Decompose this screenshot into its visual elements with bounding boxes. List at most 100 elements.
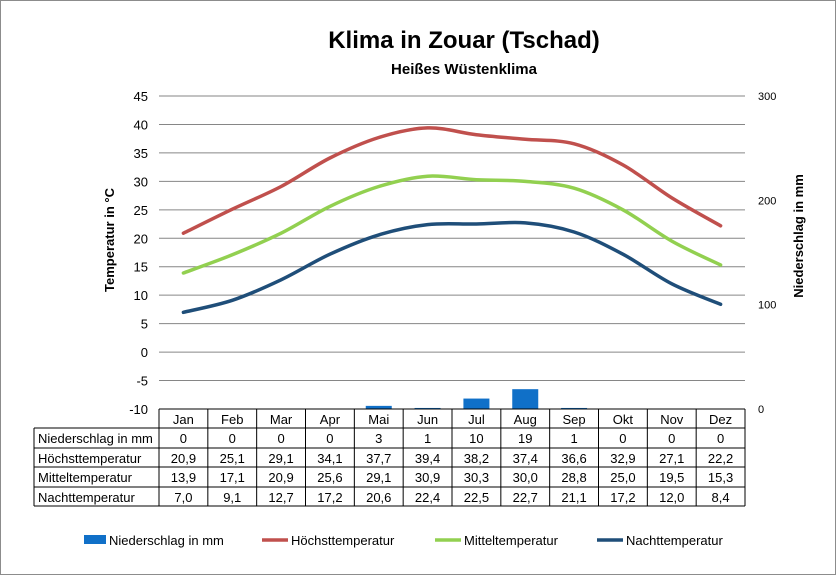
legend: Niederschlag in mm Höchsttemperatur Mittel… [84, 533, 723, 548]
gridlines [159, 95, 745, 382]
data-label: 22,7 [513, 490, 538, 505]
data-label: 12,0 [659, 490, 684, 505]
y-tick-label: 40 [134, 117, 148, 132]
data-label: 39,4 [415, 451, 440, 466]
y2-tick-label: 0 [758, 404, 764, 416]
data-label: 1 [424, 431, 431, 446]
y-tick-label: 25 [134, 203, 148, 218]
data-label: 37,4 [513, 451, 538, 466]
data-label: 36,6 [561, 451, 586, 466]
y-tick-label: 45 [134, 89, 148, 104]
precipitation-bar [561, 407, 588, 409]
table-row-label: Höchsttemperatur [38, 451, 142, 466]
legend-label: Nachttemperatur [626, 533, 723, 548]
data-label: 8,4 [712, 490, 730, 505]
data-label: 34,1 [317, 451, 342, 466]
data-label: 30,9 [415, 470, 440, 485]
right-axis-ticks: 300 200 100 0 [758, 91, 776, 416]
x-tick-label: Apr [320, 412, 341, 427]
data-label: 0 [229, 431, 236, 446]
data-label: 13,9 [171, 470, 196, 485]
y-tick-label: 15 [134, 260, 148, 275]
data-label: 17,2 [317, 490, 342, 505]
legend-label: Mitteltemperatur [464, 533, 559, 548]
y-tick-label: 30 [134, 174, 148, 189]
y-axis-label: Temperatur in °C [102, 187, 117, 292]
x-tick-label: Dez [709, 412, 732, 427]
x-tick-label: Okt [613, 412, 634, 427]
table-row-label: Nachttemperatur [38, 490, 135, 505]
line-nachttemperatur [181, 220, 723, 315]
data-label: 9,1 [223, 490, 241, 505]
x-tick-label: Feb [221, 412, 243, 427]
data-label: 22,5 [464, 490, 489, 505]
y-tick-label: 0 [141, 345, 148, 360]
data-label: 27,1 [659, 451, 684, 466]
data-label: 20,9 [268, 470, 293, 485]
legend-label: Niederschlag in mm [109, 533, 224, 548]
data-label: 32,9 [610, 451, 635, 466]
data-label: 25,0 [610, 470, 635, 485]
data-label: 0 [619, 431, 626, 446]
data-label: 0 [326, 431, 333, 446]
data-label: 20,9 [171, 451, 196, 466]
y2-tick-label: 100 [758, 300, 776, 312]
x-tick-label: Mai [368, 412, 389, 427]
y2-tick-label: 300 [758, 91, 776, 103]
y-tick-label: 35 [134, 146, 148, 161]
table-row-label: Niederschlag in mm [38, 431, 153, 446]
x-tick-label: Jun [417, 412, 438, 427]
data-label: 25,1 [220, 451, 245, 466]
line-h-chsttemperatur [181, 126, 723, 235]
data-table: Jan Feb Mar Apr Mai Jun Jul Aug Sep Okt Nov Dez Nied… [33, 408, 746, 507]
legend-swatch [84, 535, 106, 544]
data-label: 0 [277, 431, 284, 446]
data-label: 0 [668, 431, 675, 446]
data-label: 25,6 [317, 470, 342, 485]
data-label: 22,2 [708, 451, 733, 466]
legend-label: Höchsttemperatur [291, 533, 395, 548]
data-label: 0 [717, 431, 724, 446]
data-label: 21,1 [561, 490, 586, 505]
data-label: 10 [469, 431, 483, 446]
data-label: 3 [375, 431, 382, 446]
data-label: 29,1 [366, 470, 391, 485]
x-tick-label: Mar [270, 412, 293, 427]
y-tick-label: -5 [136, 374, 148, 389]
y-tick-label: 5 [141, 317, 148, 332]
data-label: 1 [570, 431, 577, 446]
data-label: 30,3 [464, 470, 489, 485]
data-label: 7,0 [174, 490, 192, 505]
precipitation-bar [365, 405, 392, 409]
data-label: 30,0 [513, 470, 538, 485]
y-tick-label: -10 [129, 402, 148, 417]
data-label: 28,8 [561, 470, 586, 485]
x-tick-label: Sep [563, 412, 586, 427]
data-label: 19 [518, 431, 532, 446]
precipitation-bar [414, 407, 441, 409]
x-tick-label: Nov [660, 412, 684, 427]
left-axis-ticks: 45 40 35 30 25 20 15 10 5 0 -5 -10 [129, 89, 148, 417]
data-label: 20,6 [366, 490, 391, 505]
data-label: 17,1 [220, 470, 245, 485]
precipitation-bar [512, 389, 539, 409]
x-tick-label: Jul [468, 412, 485, 427]
table-row-label: Mitteltemperatur [38, 470, 133, 485]
data-label: 15,3 [708, 470, 733, 485]
y-tick-label: 10 [134, 288, 148, 303]
x-tick-label: Aug [514, 412, 537, 427]
data-label: 29,1 [268, 451, 293, 466]
data-label: 22,4 [415, 490, 440, 505]
line-mitteltemperatur [181, 174, 723, 275]
y2-tick-label: 200 [758, 195, 776, 207]
y-tick-label: 20 [134, 231, 148, 246]
data-label: 19,5 [659, 470, 684, 485]
data-label: 37,7 [366, 451, 391, 466]
data-label: 12,7 [268, 490, 293, 505]
precipitation-bar [463, 398, 490, 409]
temperature-lines [181, 126, 723, 315]
data-label: 38,2 [464, 451, 489, 466]
x-tick-label: Jan [173, 412, 194, 427]
precipitation-bars [365, 389, 588, 409]
